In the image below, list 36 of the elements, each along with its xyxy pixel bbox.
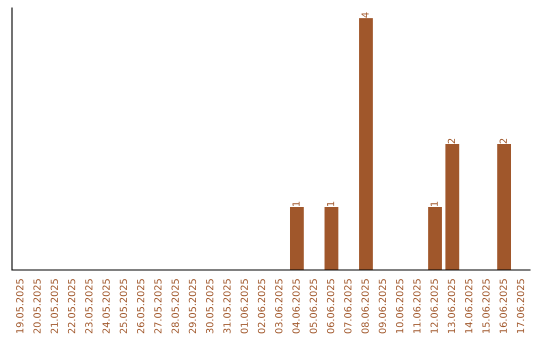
x-tick-label: 31.05.2025 <box>223 279 231 334</box>
x-tick-label: 04.06.2025 <box>292 279 300 334</box>
x-tick-label: 07.06.2025 <box>344 279 352 334</box>
x-tick-label: 29.05.2025 <box>188 279 196 334</box>
x-tick-label: 03.06.2025 <box>275 279 282 334</box>
x-tick-label: 26.05.2025 <box>136 279 144 334</box>
x-tick-label: 17.06.2025 <box>516 279 524 333</box>
x-tick-label: 09.06.2025 <box>378 279 386 334</box>
x-tick-label: 06.06.2025 <box>326 279 334 334</box>
x-tick-label: 22.05.2025 <box>68 279 76 334</box>
x-tick-label: 08.06.2025 <box>361 279 369 334</box>
x-tick-label: 02.06.2025 <box>258 279 266 334</box>
x-tick-label: 25.05.2025 <box>120 279 128 334</box>
x-tick-label: 24.05.2025 <box>102 279 110 334</box>
x-tick-label: 13.06.2025 <box>448 279 456 333</box>
data-label: 2 <box>448 138 455 144</box>
x-tick-label: 11.06.2025 <box>413 279 421 333</box>
data-label: 1 <box>430 202 438 206</box>
x-tick-label: 01.06.2025 <box>240 279 248 334</box>
data-label: 4 <box>362 12 369 18</box>
x-tick-label: 21.05.2025 <box>50 279 58 334</box>
x-tick-label: 19.05.2025 <box>16 279 24 333</box>
x-tick-label: 15.06.2025 <box>482 279 490 333</box>
x-tick-label: 23.05.2025 <box>85 279 93 334</box>
x-tick-label: 14.06.2025 <box>465 279 472 333</box>
x-tick-label: 27.05.2025 <box>154 279 162 334</box>
x-tick-label: 05.06.2025 <box>310 279 317 334</box>
x-tick-label: 10.06.2025 <box>396 279 404 333</box>
x-tick-label: 12.06.2025 <box>430 279 438 333</box>
x-tick-label: 30.05.2025 <box>206 279 214 334</box>
data-label: 1 <box>292 202 300 206</box>
x-tick-label: 16.06.2025 <box>500 279 507 333</box>
data-label: 2 <box>500 138 507 144</box>
x-tick-label: 20.05.2025 <box>33 279 41 334</box>
x-tick-label: 28.05.2025 <box>172 279 179 334</box>
data-label: 1 <box>327 202 334 206</box>
